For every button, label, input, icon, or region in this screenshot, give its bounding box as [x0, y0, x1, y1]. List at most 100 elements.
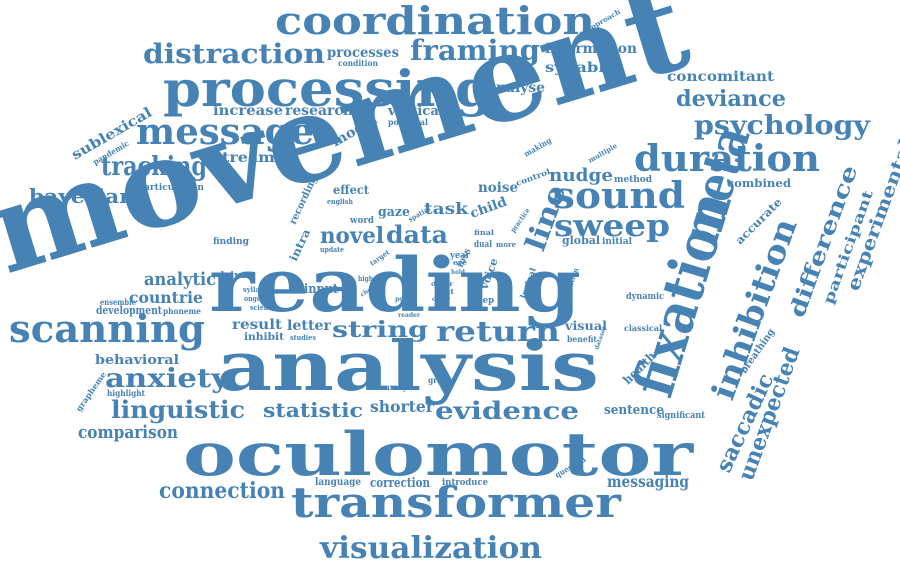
word-studies: studies [290, 333, 316, 342]
word-behavioral: behavioral [95, 353, 179, 368]
word-vertical: vertical [387, 104, 444, 119]
word-deviance: deviance [676, 86, 786, 112]
word-psychology: psychology [694, 111, 871, 141]
word-highlight: highlight [107, 388, 145, 398]
word-reader: reader [398, 312, 421, 319]
word-messaging: messaging [607, 472, 689, 491]
word-visualization: visualization [319, 531, 542, 566]
word-coordination: coordination [275, 0, 595, 43]
word-accuracy: accuracy [371, 382, 407, 392]
word-comparison: comparison [78, 422, 178, 443]
word-more: more [496, 240, 517, 249]
word-syllable: syllable [545, 60, 615, 76]
word-letter: letter [287, 318, 332, 334]
word-sound: sound [553, 175, 685, 217]
word-correction: correction [370, 476, 430, 491]
word-global: global [562, 234, 600, 247]
word-finding: finding [213, 237, 250, 247]
word-analysis: analysis [217, 327, 599, 407]
word-duration: duration [634, 138, 820, 180]
word-analytic: analytic [144, 269, 216, 290]
word-ongoing: ongoing [244, 294, 272, 303]
word-sweep: sweep [554, 209, 670, 244]
word-countrie: countrie [129, 288, 203, 307]
word-connection: connection [159, 478, 285, 504]
word-benefit: benefit [567, 334, 597, 344]
word-anxiety: anxiety [105, 364, 230, 394]
word-data: data [386, 220, 448, 249]
word-processing: processing [163, 59, 493, 118]
word-step: step [474, 296, 494, 306]
word-effect: effect [333, 183, 369, 197]
word-analyse: analyse [487, 80, 545, 96]
word-significant: significant [657, 411, 706, 421]
word-potential: potential [388, 117, 428, 127]
word-message: message [136, 111, 314, 153]
word-eye: eye [453, 258, 468, 267]
word-differ: differ [431, 281, 454, 288]
word-ensemble: ensemble [100, 297, 136, 307]
word-word: word [349, 216, 375, 226]
word-language: language [315, 477, 361, 488]
word-dynamic: dynamic [626, 292, 664, 302]
word-task: task [424, 199, 469, 218]
word-scanning: scanning [9, 306, 205, 351]
word-processes: processes [327, 45, 399, 61]
word-framing: framing [410, 34, 540, 67]
word-noise: noise [478, 180, 518, 196]
word-grade: grade [428, 375, 452, 385]
word-grapheme: grapheme [73, 370, 108, 413]
word-gaze: gaze [378, 205, 410, 220]
word-update: update [320, 245, 344, 254]
word-reading: reading [209, 243, 581, 329]
word-dual: dual [474, 240, 492, 250]
word-child: child [468, 195, 509, 222]
word-higher: higher [358, 274, 380, 283]
word-point: point [395, 296, 413, 303]
word-shorter: shorter [370, 397, 435, 416]
word-method: method [614, 175, 653, 185]
word-string: string [332, 317, 428, 343]
word-increase: increase [213, 103, 283, 119]
word-tracking: tracking [101, 152, 207, 182]
word-classical: classical [624, 323, 662, 333]
word-multiple: multiple [587, 141, 620, 165]
word-introduce: introduce [442, 478, 488, 488]
word-return: return [436, 315, 560, 348]
word-evidence: evidence [435, 396, 579, 425]
word-result: result [232, 317, 283, 333]
word-inhibit: inhibit [244, 332, 284, 343]
word-syllabic: syllabic [243, 285, 271, 294]
word-information: information [545, 41, 637, 57]
word-sentence: sentence [604, 403, 664, 418]
word-linguistic: linguistic [111, 395, 245, 424]
word-input: input [304, 282, 338, 297]
word-year: year [449, 251, 470, 261]
word-development: development [96, 304, 163, 317]
word-combined: combined [727, 177, 791, 190]
word-english: english [327, 197, 353, 206]
word-other: other [432, 296, 451, 303]
word-statistic: statistic [263, 398, 363, 422]
word-oculomotor: oculomotor [183, 420, 695, 490]
word-bayesian: bayesian [29, 184, 135, 208]
word-distraction: distraction [143, 39, 325, 70]
word-concomitant: concomitant [667, 69, 775, 85]
word-phoneme: phoneme [163, 306, 201, 316]
word-novel: novel [320, 223, 384, 249]
word-nudge: nudge [549, 165, 613, 186]
word-initial: initial [602, 237, 633, 247]
word-research: research [285, 103, 353, 119]
word-articulation: articulation [144, 183, 204, 193]
word-final: final [474, 228, 494, 237]
word-stream: stream [213, 150, 275, 166]
word-condition: condition [338, 58, 378, 68]
word-hold: hold [451, 269, 466, 276]
word-transformer: transformer [291, 478, 622, 527]
word-unit: unit [436, 287, 455, 296]
word-driven: driven [217, 271, 256, 281]
word-science: science [250, 303, 276, 312]
word-visual: visual [564, 319, 608, 333]
